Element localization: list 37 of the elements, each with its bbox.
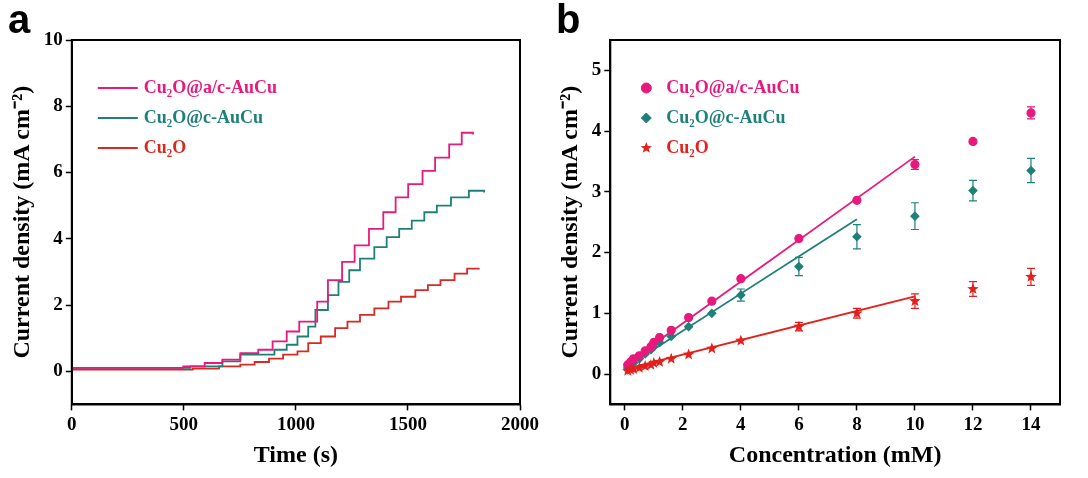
y-tick-label: 0 xyxy=(591,361,602,383)
text: b xyxy=(556,0,581,42)
y-tick-label: 10 xyxy=(43,27,63,49)
x-tick-label: 6 xyxy=(794,412,804,434)
legend-label: Cu₂O@a/c-AuCu xyxy=(143,76,277,97)
x-tick-label: 8 xyxy=(852,412,862,434)
text: a xyxy=(8,0,31,42)
y-tick-label: 6 xyxy=(53,160,63,182)
legend-label: Cu₂O@a/c-AuCu xyxy=(666,76,800,97)
y-tick-label: 1 xyxy=(591,301,602,323)
legend-label: Cu₂O@c-AuCu xyxy=(666,106,786,127)
x-axis-title: Concentration (mM) xyxy=(728,440,942,467)
x-tick-label: 0 xyxy=(620,412,630,434)
legend-label: Cu₂O xyxy=(666,136,709,157)
x-tick-label: 1500 xyxy=(388,412,427,434)
x-tick-label: 1000 xyxy=(276,412,315,434)
x-tick-label: 12 xyxy=(963,412,983,434)
x-tick-label: 4 xyxy=(736,412,747,434)
y-tick-label: 2 xyxy=(53,292,63,314)
y-tick-label: 4 xyxy=(53,226,64,248)
legend-label: Cu₂O xyxy=(143,136,187,157)
y-tick-label: 0 xyxy=(53,359,63,381)
x-tick-label: 0 xyxy=(67,412,77,434)
y-tick-label: 8 xyxy=(53,94,63,116)
x-axis-title: Time (s) xyxy=(253,440,339,467)
x-tick-label: 500 xyxy=(169,412,199,434)
y-tick-label: 2 xyxy=(591,240,602,262)
y-axis-title: Current density (mA cm⁻²) xyxy=(555,85,582,359)
y-tick-label: 3 xyxy=(591,179,602,201)
y-tick-label: 5 xyxy=(591,58,602,80)
x-tick-label: 14 xyxy=(1021,412,1041,434)
x-tick-label: 2 xyxy=(678,412,688,434)
y-axis-title: Current density (mA cm⁻²) xyxy=(7,85,34,359)
y-tick-label: 4 xyxy=(591,119,602,141)
legend-label: Cu₂O@c-AuCu xyxy=(143,106,263,127)
x-tick-label: 10 xyxy=(905,412,925,434)
x-tick-label: 2000 xyxy=(501,412,539,434)
